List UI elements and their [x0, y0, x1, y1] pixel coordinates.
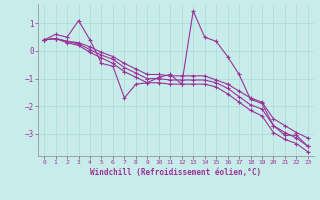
X-axis label: Windchill (Refroidissement éolien,°C): Windchill (Refroidissement éolien,°C): [91, 168, 261, 177]
